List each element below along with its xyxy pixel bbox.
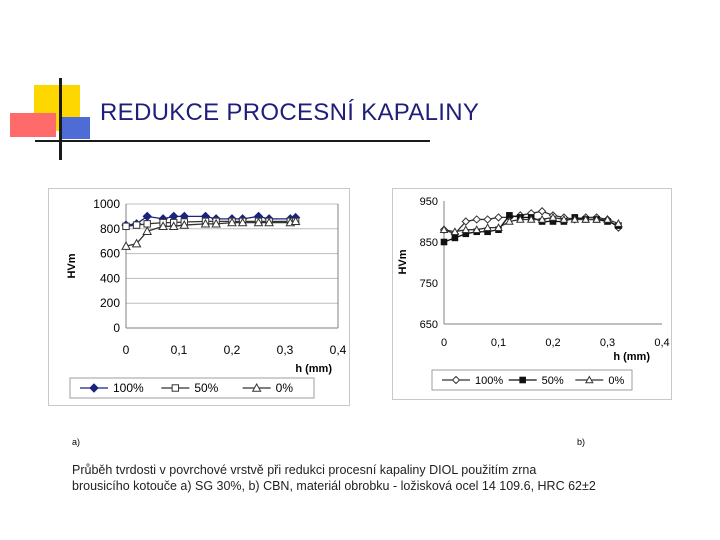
chart-b-legend-marker [451, 375, 461, 385]
chart-b-data-point [472, 215, 481, 224]
chart-b-data-point [483, 223, 492, 231]
chart-b-data-point [483, 215, 492, 224]
red-bar-decoration [10, 113, 56, 137]
chart-a-legend-label: 50% [194, 381, 218, 395]
chart-a-legend-marker [89, 383, 99, 393]
chart-b-svg: 650 750 850 950 0 0,1 0,2 0,3 0,4 h (mm) HVm 100% 50… [392, 188, 672, 400]
caption-line-1: Průběh tvrdosti v povrchové vrstvě při r… [72, 463, 537, 477]
chart-b-ytick-label: 850 [420, 237, 438, 249]
chart-a: 0 200 400 600 800 1000 0 0,1 0,2 0,3 0,4 h (mm) HVm 1… [48, 188, 350, 406]
horizontal-rule-decoration [35, 140, 430, 142]
chart-a-data-point [158, 221, 168, 231]
chart-b-data-point [461, 225, 471, 233]
chart-a-legend [69, 377, 315, 399]
chart-b-data-point [450, 227, 460, 236]
chart-a-data-point [143, 220, 151, 228]
chart-b: 650 750 850 950 0 0,1 0,2 0,3 0,4 h (mm) HVm 100% 50… [392, 188, 672, 400]
chart-b-legend-label: 100% [475, 375, 503, 387]
chart-b-data-point [581, 214, 591, 223]
chart-b-xtick-label: 0,2 [545, 337, 560, 349]
chart-b-data-point [537, 207, 547, 216]
chart-a-data-point [227, 217, 237, 227]
chart-a-data-point [121, 241, 131, 250]
chart-b-legend-marker [584, 375, 594, 384]
blue-square-decoration [62, 117, 90, 139]
chart-b-legend-label: 50% [542, 375, 564, 387]
chart-b-data-point [505, 216, 514, 225]
chart-b-ytick-label: 750 [420, 278, 438, 290]
chart-b-data-point [614, 219, 623, 227]
chart-a-ytick-label: 1000 [93, 197, 120, 211]
chart-b-data-point [603, 214, 612, 223]
chart-a-legend-marker [251, 382, 262, 392]
chart-b-data-point [451, 234, 459, 242]
chart-b-data-point [570, 214, 580, 223]
chart-b-data-point [472, 225, 482, 233]
chart-a-data-point [264, 217, 274, 227]
chart-a-svg: 0 200 400 600 800 1000 0 0,1 0,2 0,3 0,4 h (mm) HVm 1… [48, 188, 350, 406]
chart-a-data-point [168, 221, 179, 231]
chart-a-data-point [253, 217, 264, 227]
chart-a-ytick-label: 800 [100, 222, 120, 236]
chart-b-ytick-label: 650 [420, 319, 438, 331]
chart-a-ytick-label: 0 [113, 321, 120, 335]
chart-b-data-point [592, 214, 601, 223]
chart-a-data-point [179, 220, 190, 229]
chart-a-xtick-label: 0,3 [277, 343, 294, 357]
chart-b-xlabel: h (mm) [613, 351, 650, 363]
chart-a-data-point [142, 226, 153, 235]
chart-b-data-point [461, 217, 471, 226]
caption-line-2: brousicího kotouče a) SG 30%, b) CBN, ma… [72, 479, 596, 493]
chart-b-frame [392, 188, 672, 400]
chart-b-ytick-label: 950 [420, 196, 438, 208]
chart-b-xtick-label: 0 [441, 337, 447, 349]
chart-b-legend-label: 0% [608, 375, 624, 387]
chart-a-data-point [122, 222, 130, 231]
chart-a-legend-label: 100% [113, 381, 144, 395]
chart-a-data-point [200, 218, 211, 228]
chart-a-data-point [132, 221, 141, 229]
chart-a-tag: a) [72, 437, 81, 447]
figure-caption: Průběh tvrdosti v povrchové vrstvě při r… [72, 462, 712, 494]
chart-a-legend-label: 0% [276, 381, 294, 395]
chart-b-tag: b) [577, 437, 586, 447]
chart-b-data-point [440, 238, 448, 246]
chart-a-xtick-label: 0,4 [330, 343, 347, 357]
chart-a-xtick-label: 0,1 [171, 343, 188, 357]
chart-a-ytick-label: 600 [100, 247, 120, 261]
chart-b-legend-marker [519, 376, 526, 384]
chart-b-ylabel: HVm [397, 249, 409, 274]
chart-a-data-point [237, 217, 248, 227]
chart-b-data-point [526, 214, 536, 223]
vertical-rule-decoration [59, 78, 62, 160]
chart-b-data-point [494, 213, 503, 222]
chart-b-data-point [439, 225, 449, 233]
chart-b-data-point [537, 214, 547, 223]
chart-a-data-point [290, 216, 301, 226]
chart-a-xtick-label: 0 [123, 343, 130, 357]
chart-a-legend-marker [171, 384, 180, 392]
chart-a-data-point [211, 218, 221, 228]
chart-b-data-point [494, 223, 503, 231]
chart-b-data-point [515, 214, 525, 223]
chart-a-xlabel: h (mm) [295, 363, 332, 375]
chart-b-xtick-label: 0,4 [654, 337, 669, 349]
chart-a-ylabel: HVm [66, 253, 78, 278]
chart-a-xtick-label: 0,2 [224, 343, 241, 357]
chart-a-ytick-label: 200 [100, 296, 120, 310]
chart-b-xtick-label: 0,1 [491, 337, 506, 349]
chart-a-ytick-label: 400 [100, 271, 120, 285]
chart-b-data-point [559, 214, 569, 223]
slide-title: REDUKCE PROCESNÍ KAPALINY [100, 99, 480, 126]
chart-b-xtick-label: 0,3 [600, 337, 615, 349]
chart-a-data-point [131, 238, 142, 248]
chart-b-data-point [548, 212, 558, 221]
